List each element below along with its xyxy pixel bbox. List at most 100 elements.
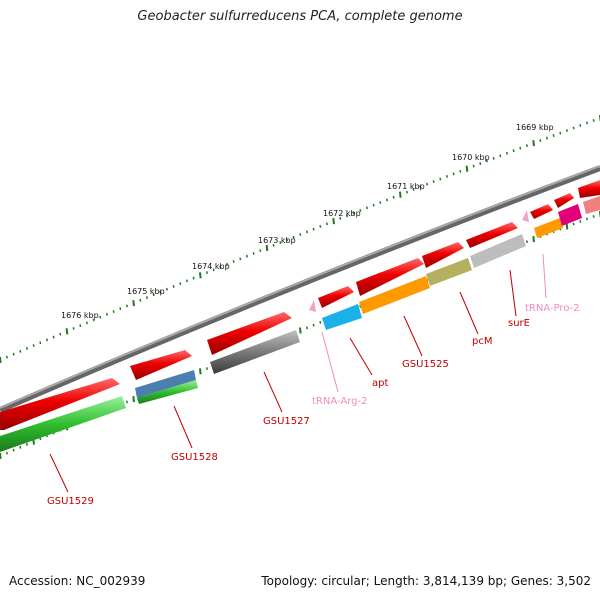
- minor-tick: [479, 162, 482, 165]
- forward-gene[interactable]: [0, 378, 120, 430]
- minor-tick: [345, 214, 348, 218]
- feature-bar-right-pink[interactable]: [583, 196, 600, 214]
- minor-tick: [72, 327, 75, 330]
- minor-tick: [185, 279, 188, 283]
- scale-label-1670: 1670 kbp: [452, 153, 490, 162]
- outer-tick-row: [0, 115, 600, 364]
- minor-tick: [32, 344, 35, 348]
- forward-gene[interactable]: [318, 286, 354, 308]
- minor-tick: [432, 180, 435, 184]
- forward-gene[interactable]: [554, 193, 574, 208]
- minor-tick: [205, 271, 208, 275]
- minor-tick: [519, 146, 522, 150]
- feature-bar-apt[interactable]: [322, 304, 362, 330]
- minor-tick: [179, 282, 182, 286]
- label-pcm[interactable]: pcM: [472, 336, 492, 347]
- feature-bar-gsu1525[interactable]: [359, 276, 430, 314]
- minor-tick: [285, 238, 288, 242]
- minor-tick: [359, 305, 362, 308]
- minor-tick: [145, 296, 148, 299]
- label-gsu1527[interactable]: GSU1527: [263, 416, 310, 427]
- label-gsu1528[interactable]: GSU1528: [171, 452, 218, 463]
- minor-tick: [372, 203, 375, 207]
- major-tick: [532, 140, 535, 147]
- minor-tick: [565, 129, 568, 132]
- feature-bar-gsu1527[interactable]: [210, 330, 300, 374]
- minor-tick: [592, 215, 595, 218]
- feature-bar-gsu1529[interactable]: [0, 396, 126, 452]
- minor-tick: [239, 257, 242, 261]
- major-tick: [265, 244, 269, 252]
- minor-tick: [499, 154, 502, 158]
- minor-tick: [425, 182, 428, 186]
- minor-tick: [139, 298, 142, 302]
- forward-gene[interactable]: [207, 312, 292, 355]
- feature-bar-right-orange[interactable]: [534, 218, 563, 238]
- minor-tick: [572, 222, 575, 226]
- minor-tick: [125, 400, 128, 404]
- label-gsu1529[interactable]: GSU1529: [47, 496, 94, 507]
- scale-label-1669: 1669 kbp: [516, 123, 554, 132]
- minor-tick: [112, 310, 115, 313]
- minor-tick: [92, 318, 95, 322]
- minor-tick: [232, 260, 235, 264]
- minor-tick: [25, 443, 28, 446]
- trna-arrow[interactable]: [522, 210, 529, 222]
- minor-tick: [472, 164, 475, 168]
- minor-tick: [452, 172, 455, 176]
- minor-tick: [445, 174, 448, 178]
- label-sure[interactable]: surE: [508, 318, 530, 329]
- feature-bar-gsu1528-b[interactable]: [137, 380, 198, 404]
- feature-bar-sure[interactable]: [470, 234, 526, 268]
- scale-label-1672: 1672 kbp: [323, 209, 361, 218]
- feature-bar-gsu1528[interactable]: [135, 370, 196, 398]
- forward-strand-genes: [0, 180, 600, 430]
- minor-tick: [25, 347, 28, 350]
- label-gsu1525[interactable]: GSU1525: [402, 359, 449, 370]
- minor-tick: [219, 265, 222, 269]
- minor-tick: [319, 225, 322, 228]
- genome-info-text: Topology: circular; Length: 3,814,139 bp…: [261, 574, 591, 588]
- scale-label-1675: 1675 kbp: [127, 287, 165, 296]
- forward-gene[interactable]: [578, 180, 600, 198]
- forward-gene[interactable]: [356, 258, 424, 296]
- forward-gene[interactable]: [130, 350, 192, 380]
- forward-gene[interactable]: [466, 222, 518, 248]
- minor-tick: [5, 451, 8, 455]
- minor-tick: [412, 188, 415, 191]
- forward-gene[interactable]: [530, 204, 553, 219]
- minor-tick: [559, 131, 562, 135]
- major-tick: [0, 452, 2, 460]
- feature-bar-pcm[interactable]: [426, 258, 472, 286]
- minor-tick: [439, 177, 442, 181]
- label-trna-pro-2[interactable]: tRNA-Pro-2: [525, 303, 580, 314]
- minor-tick: [272, 243, 275, 247]
- minor-tick: [52, 335, 55, 339]
- major-tick: [132, 300, 135, 307]
- minor-tick: [39, 341, 42, 345]
- minor-tick: [379, 201, 382, 204]
- major-tick: [565, 223, 569, 230]
- label-apt[interactable]: apt: [372, 378, 388, 389]
- minor-tick: [525, 144, 528, 148]
- feature-bar-right-magenta[interactable]: [558, 204, 582, 226]
- major-tick: [399, 191, 402, 198]
- forward-gene[interactable]: [422, 242, 464, 268]
- minor-tick: [205, 367, 208, 371]
- minor-tick: [352, 211, 355, 215]
- major-tick: [65, 328, 69, 335]
- minor-tick: [172, 284, 175, 288]
- minor-tick: [385, 198, 388, 202]
- minor-tick: [119, 307, 122, 311]
- minor-tick: [279, 241, 282, 245]
- minor-tick: [19, 445, 22, 449]
- label-trna-arg-2[interactable]: tRNA-Arg-2: [312, 396, 367, 407]
- scale-label-1671: 1671 kbp: [387, 182, 425, 191]
- minor-tick: [259, 249, 262, 253]
- minor-tick: [365, 206, 368, 210]
- trna-arrow[interactable]: [309, 300, 316, 312]
- reverse-strand-features: [0, 196, 600, 452]
- minor-tick: [505, 151, 508, 155]
- minor-tick: [325, 222, 328, 226]
